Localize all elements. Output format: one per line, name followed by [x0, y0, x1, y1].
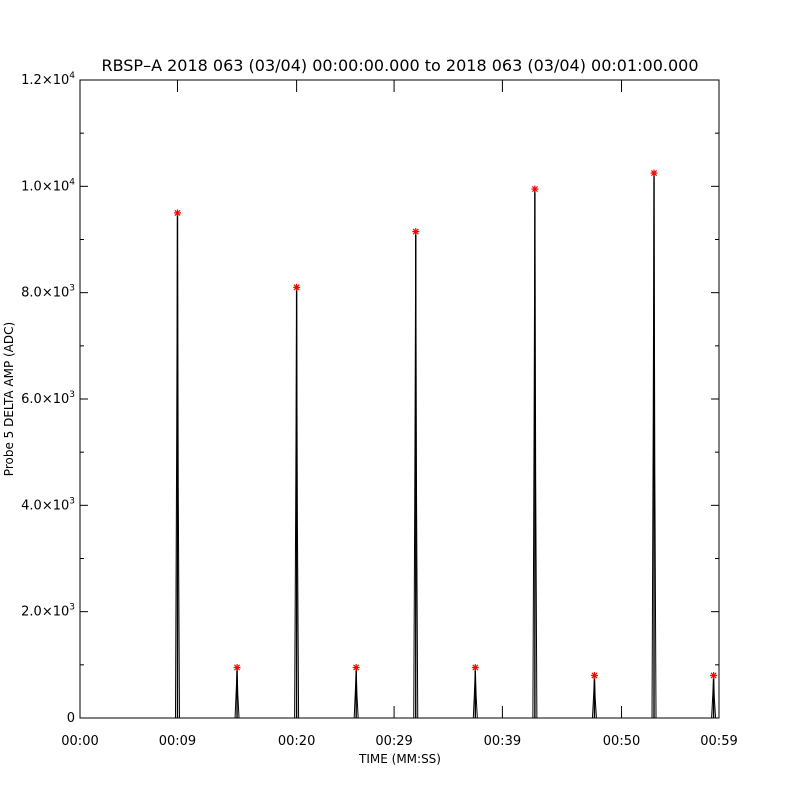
y-tick-label: 2.0×103 [21, 603, 75, 620]
peak-marker [173, 209, 181, 217]
peak-marker [531, 185, 539, 193]
peak-markers [173, 169, 718, 679]
peak-marker [412, 228, 420, 236]
x-tick-label: 00:09 [159, 734, 196, 749]
x-tick-label: 00:29 [375, 734, 412, 749]
chart-title: RBSP–A 2018 063 (03/04) 00:00:00.000 to … [101, 56, 698, 75]
peak-marker [352, 663, 360, 671]
y-tick-label: 6.0×103 [21, 390, 75, 407]
data-series [174, 173, 717, 719]
peak-marker [233, 663, 241, 671]
x-tick-label: 00:50 [603, 734, 640, 749]
y-tick-label: 4.0×103 [21, 496, 75, 513]
x-axis-label: TIME (MM:SS) [358, 752, 441, 766]
y-tick-label: 8.0×103 [21, 284, 75, 301]
y-axis-ticks: 0 2.0×103 4.0×103 6.0×103 8.0×103 1.0×104 1.2×… [21, 71, 719, 726]
peak-marker [471, 663, 479, 671]
peak-marker [590, 671, 598, 679]
peak-marker [293, 283, 301, 291]
x-tick-label: 00:59 [700, 734, 737, 749]
peak-marker [650, 169, 658, 177]
x-tick-label: 00:20 [278, 734, 315, 749]
y-axis-label: Probe 5 DELTA AMP (ADC) [2, 322, 16, 476]
x-tick-label: 00:00 [61, 734, 98, 749]
y-tick-label: 0 [67, 711, 75, 726]
y-tick-label: 1.0×104 [21, 177, 75, 194]
peak-marker [710, 671, 718, 679]
x-tick-label: 00:39 [484, 734, 521, 749]
y-tick-label: 1.2×104 [21, 71, 75, 88]
x-axis-ticks: 00:00 00:09 00:20 00:29 00:39 00:50 00:59 [61, 80, 738, 749]
